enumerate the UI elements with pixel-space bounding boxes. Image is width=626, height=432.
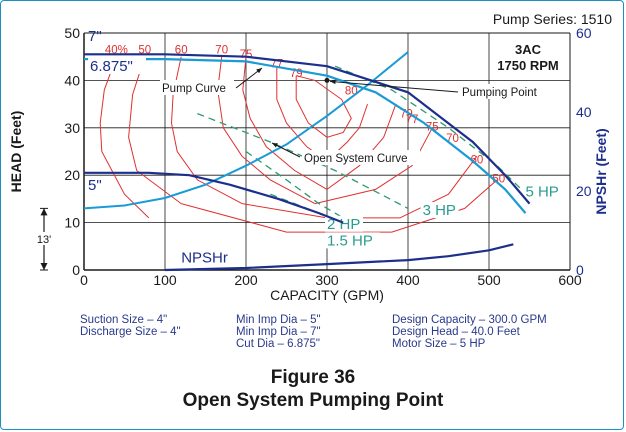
y2-axis-title: NPSHr (Feet) bbox=[593, 128, 609, 214]
head-curve-7in bbox=[84, 53, 531, 205]
pumping-point-marker bbox=[324, 77, 330, 83]
dim-13-arrow-up bbox=[40, 208, 48, 216]
pumping-point-arrow bbox=[329, 80, 459, 93]
efficiency-curve bbox=[326, 103, 397, 190]
npshr-label: NPSHr bbox=[181, 249, 228, 266]
head-label-5in: 5" bbox=[88, 177, 102, 194]
efficiency-curve bbox=[314, 127, 433, 205]
efficiency-curve bbox=[128, 56, 182, 205]
y-tick-label: 30 bbox=[64, 120, 80, 136]
hp-label-bg bbox=[420, 202, 459, 219]
x-tick-label: 100 bbox=[153, 272, 177, 288]
annotation-bg bbox=[302, 150, 420, 165]
spec-min-imp-dia-2: Min Imp Dia – 7" bbox=[236, 326, 321, 338]
system-curve bbox=[83, 51, 409, 210]
y2-tick-label: 0 bbox=[576, 262, 584, 278]
y2-tick-label: 40 bbox=[576, 104, 592, 120]
spec-cut-dia: Cut Dia – 6.875" bbox=[236, 338, 320, 350]
efficiency-label: 75 bbox=[240, 49, 253, 61]
y2-tick-label: 20 bbox=[576, 183, 592, 199]
hp-label-bg bbox=[325, 232, 380, 249]
x-tick-label: 200 bbox=[234, 272, 258, 288]
figure-number: Figure 36 bbox=[270, 367, 356, 388]
efficiency-curve bbox=[241, 155, 478, 219]
hp-line bbox=[245, 150, 344, 219]
hp-label-bg bbox=[523, 183, 562, 200]
npshr-curve bbox=[164, 243, 514, 272]
efficiency-curve bbox=[99, 56, 150, 219]
efficiency-label: 80 bbox=[345, 86, 358, 98]
rpm-label: 1750 RPM bbox=[497, 58, 558, 73]
y-tick-label: 20 bbox=[64, 167, 80, 183]
spec-design-capacity: Design Capacity – 300.0 GPM bbox=[392, 314, 547, 326]
spec-discharge: Discharge Size – 4" bbox=[80, 326, 181, 338]
spec-suction: Suction Size – 4" bbox=[80, 314, 168, 326]
x-tick-label: 300 bbox=[315, 272, 339, 288]
y-tick-label: 40 bbox=[64, 72, 80, 88]
efficiency-curve bbox=[181, 179, 498, 233]
efficiency-label: 60 bbox=[175, 44, 188, 56]
x-tick-label: 600 bbox=[558, 272, 582, 288]
hp-label: 3 HP bbox=[423, 202, 456, 219]
annotation-bg bbox=[458, 84, 552, 99]
annotation-bg bbox=[160, 80, 234, 95]
hp-label: 5 HP bbox=[525, 184, 558, 201]
spec-min-imp-dia-1: Min Imp Dia – 5" bbox=[236, 314, 321, 326]
pump-curve-arrow-head bbox=[256, 68, 262, 74]
x-tick-label: 500 bbox=[477, 272, 501, 288]
x-tick-label: 0 bbox=[80, 272, 88, 288]
head-curve-6875in bbox=[84, 58, 527, 214]
y2-tick-label: 60 bbox=[576, 25, 592, 41]
y-tick-label: 10 bbox=[64, 215, 80, 231]
head-label-bg bbox=[88, 56, 146, 74]
efficiency-curve bbox=[242, 56, 328, 190]
efficiency-label: 70 bbox=[446, 133, 459, 145]
y-tick-label: 50 bbox=[64, 25, 80, 41]
head-label-6875in: 6.875" bbox=[90, 58, 133, 75]
efficiency-label: 60 bbox=[470, 154, 483, 166]
pumping-point-arrow-head bbox=[330, 79, 336, 85]
model-box bbox=[490, 40, 566, 74]
hp-label: 1.5 HP bbox=[327, 232, 373, 249]
pumping-point-annotation: Pumping Point bbox=[462, 87, 538, 99]
dim-13-label: 13' bbox=[37, 234, 51, 246]
model-label: 3AC bbox=[515, 42, 542, 57]
figure-title: Open System Pumping Point bbox=[182, 390, 444, 411]
y-tick-label: 0 bbox=[72, 262, 80, 278]
spec-design-head: Design Head – 40.0 Feet bbox=[392, 326, 520, 338]
efficiency-curve bbox=[170, 56, 243, 205]
y-axis-title: HEAD (Feet) bbox=[8, 111, 24, 193]
system-curve-annotation: Open System Curve bbox=[304, 153, 408, 165]
system-curve-arrow-head bbox=[272, 143, 278, 148]
efficiency-label: 70 bbox=[215, 44, 228, 56]
figure-caption: Figure 36 Open System Pumping Point bbox=[0, 366, 626, 412]
efficiency-curve bbox=[295, 75, 352, 138]
dim-13-arrow-down bbox=[40, 263, 48, 270]
pump-curve-annotation: Pump Curve bbox=[162, 83, 226, 95]
dim-13-bg bbox=[33, 232, 55, 245]
head-label-7in: 7" bbox=[88, 28, 102, 45]
spec-motor-size: Motor Size – 5 HP bbox=[392, 338, 486, 350]
head-curve-5in bbox=[84, 171, 344, 224]
pump-series-label: Pump Series: 1510 bbox=[493, 11, 612, 27]
x-axis-title: CAPACITY (GPM) bbox=[270, 287, 384, 303]
x-tick-label: 400 bbox=[396, 272, 420, 288]
efficiency-label: 79 bbox=[400, 108, 413, 120]
